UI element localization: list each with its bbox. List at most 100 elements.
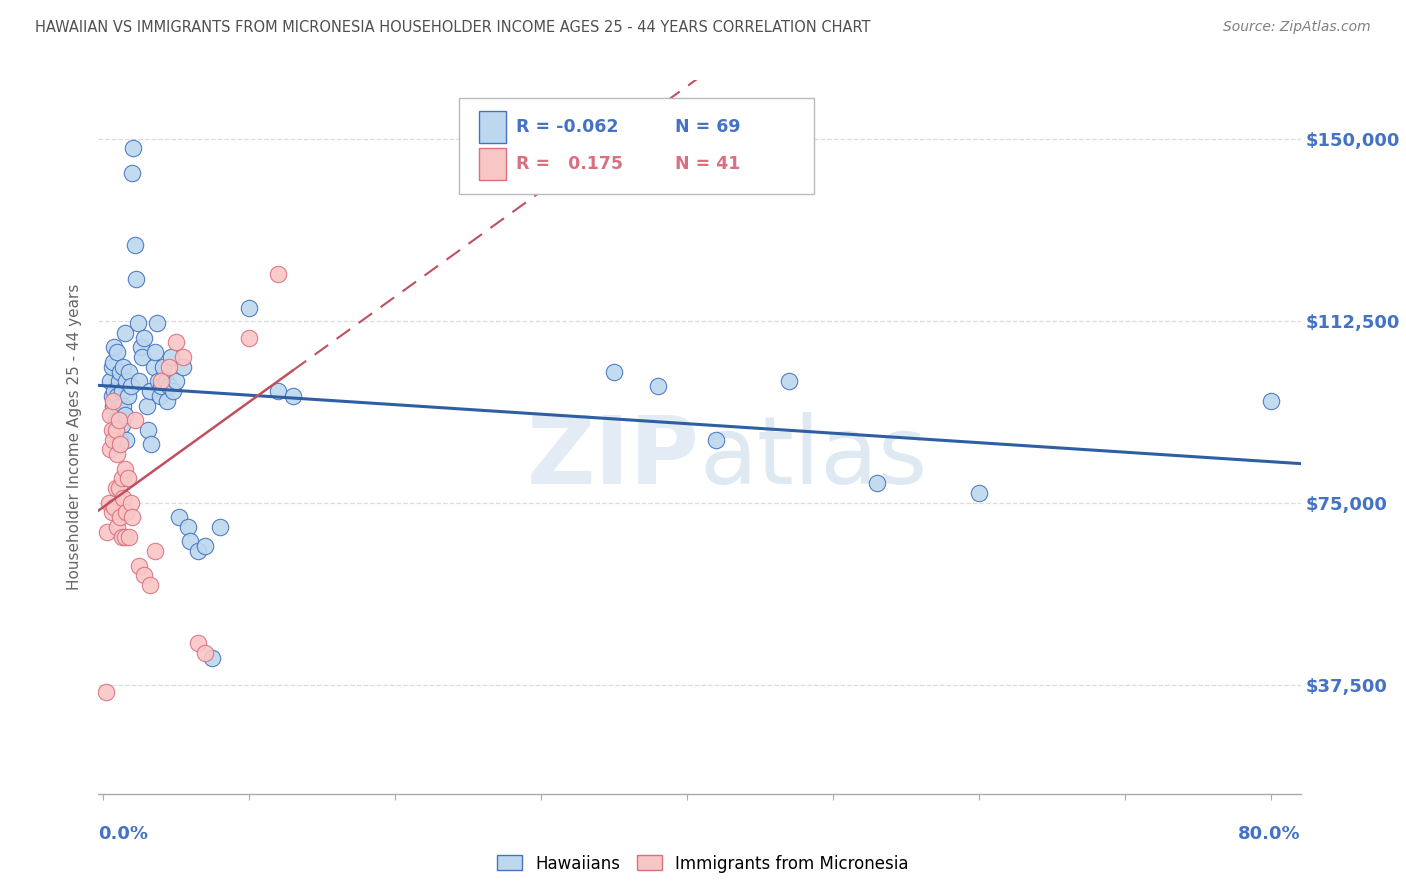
Point: [111, 384, 134, 398]
Point: [128, 558, 150, 573]
Point: [157, 379, 180, 393]
Point: [150, 374, 173, 388]
Text: N = 41: N = 41: [675, 155, 741, 173]
Point: [98, 409, 121, 423]
Point: [125, 272, 148, 286]
Text: ZIP: ZIP: [527, 412, 700, 505]
Point: [138, 384, 160, 398]
Point: [179, 534, 201, 549]
Point: [866, 476, 889, 491]
Y-axis label: Householder Income Ages 25 - 44 years: Householder Income Ages 25 - 44 years: [67, 284, 83, 591]
Point: [110, 365, 132, 379]
Point: [136, 423, 159, 437]
Point: [704, 433, 727, 447]
Point: [104, 423, 127, 437]
Point: [201, 651, 224, 665]
Point: [172, 350, 194, 364]
Text: 0.0%: 0.0%: [98, 825, 149, 843]
Point: [149, 389, 172, 403]
Text: 80.0%: 80.0%: [1237, 825, 1301, 843]
Point: [160, 350, 183, 364]
Point: [267, 268, 290, 282]
Point: [121, 510, 143, 524]
Point: [117, 471, 139, 485]
Point: [111, 530, 134, 544]
Point: [121, 165, 143, 179]
Point: [108, 481, 131, 495]
Point: [238, 330, 260, 344]
Point: [187, 636, 209, 650]
Point: [165, 335, 187, 350]
Point: [115, 433, 138, 447]
Point: [110, 433, 132, 447]
Point: [114, 326, 136, 340]
Point: [176, 520, 198, 534]
Legend: Hawaiians, Immigrants from Micronesia: Hawaiians, Immigrants from Micronesia: [491, 848, 915, 880]
Point: [120, 379, 142, 393]
Text: Source: ZipAtlas.com: Source: ZipAtlas.com: [1223, 20, 1371, 34]
Point: [148, 374, 170, 388]
Point: [129, 340, 152, 354]
Point: [101, 355, 124, 369]
Point: [101, 433, 124, 447]
Point: [238, 301, 260, 316]
Point: [97, 495, 120, 509]
Point: [111, 471, 134, 485]
Bar: [479, 111, 506, 143]
Point: [117, 389, 139, 403]
Point: [103, 384, 125, 398]
Point: [107, 345, 129, 359]
Point: [115, 505, 138, 519]
Point: [96, 524, 118, 539]
Point: [208, 520, 231, 534]
Point: [194, 539, 217, 553]
Point: [100, 423, 122, 437]
Point: [107, 447, 129, 461]
Point: [135, 399, 157, 413]
Point: [603, 365, 626, 379]
Point: [111, 417, 134, 432]
Point: [162, 384, 184, 398]
Point: [120, 495, 142, 509]
Point: [131, 350, 153, 364]
Point: [115, 374, 138, 388]
Point: [267, 384, 290, 398]
Point: [100, 389, 122, 403]
Point: [152, 359, 174, 374]
Point: [107, 389, 129, 403]
Point: [142, 359, 165, 374]
Point: [104, 413, 127, 427]
Point: [122, 141, 145, 155]
Text: atlas: atlas: [700, 412, 928, 505]
Point: [138, 578, 160, 592]
Point: [108, 413, 131, 427]
Point: [112, 399, 135, 413]
Point: [778, 374, 800, 388]
Point: [124, 238, 146, 252]
Point: [112, 359, 135, 374]
Text: R =   0.175: R = 0.175: [516, 155, 623, 173]
Point: [967, 486, 990, 500]
Point: [94, 685, 117, 699]
Point: [156, 393, 179, 408]
Text: R = -0.062: R = -0.062: [516, 119, 619, 136]
Point: [647, 379, 669, 393]
Point: [187, 544, 209, 558]
Point: [100, 505, 122, 519]
Point: [100, 359, 122, 374]
Point: [101, 393, 124, 408]
Point: [194, 646, 217, 660]
Point: [118, 365, 141, 379]
Point: [157, 359, 180, 374]
Text: N = 69: N = 69: [675, 119, 741, 136]
Text: HAWAIIAN VS IMMIGRANTS FROM MICRONESIA HOUSEHOLDER INCOME AGES 25 - 44 YEARS COR: HAWAIIAN VS IMMIGRANTS FROM MICRONESIA H…: [35, 20, 870, 35]
Point: [145, 544, 167, 558]
Point: [101, 399, 124, 413]
Point: [155, 374, 177, 388]
Point: [150, 379, 173, 393]
FancyBboxPatch shape: [458, 98, 814, 194]
Point: [118, 530, 141, 544]
Point: [172, 359, 194, 374]
Point: [132, 568, 155, 582]
Point: [98, 374, 121, 388]
